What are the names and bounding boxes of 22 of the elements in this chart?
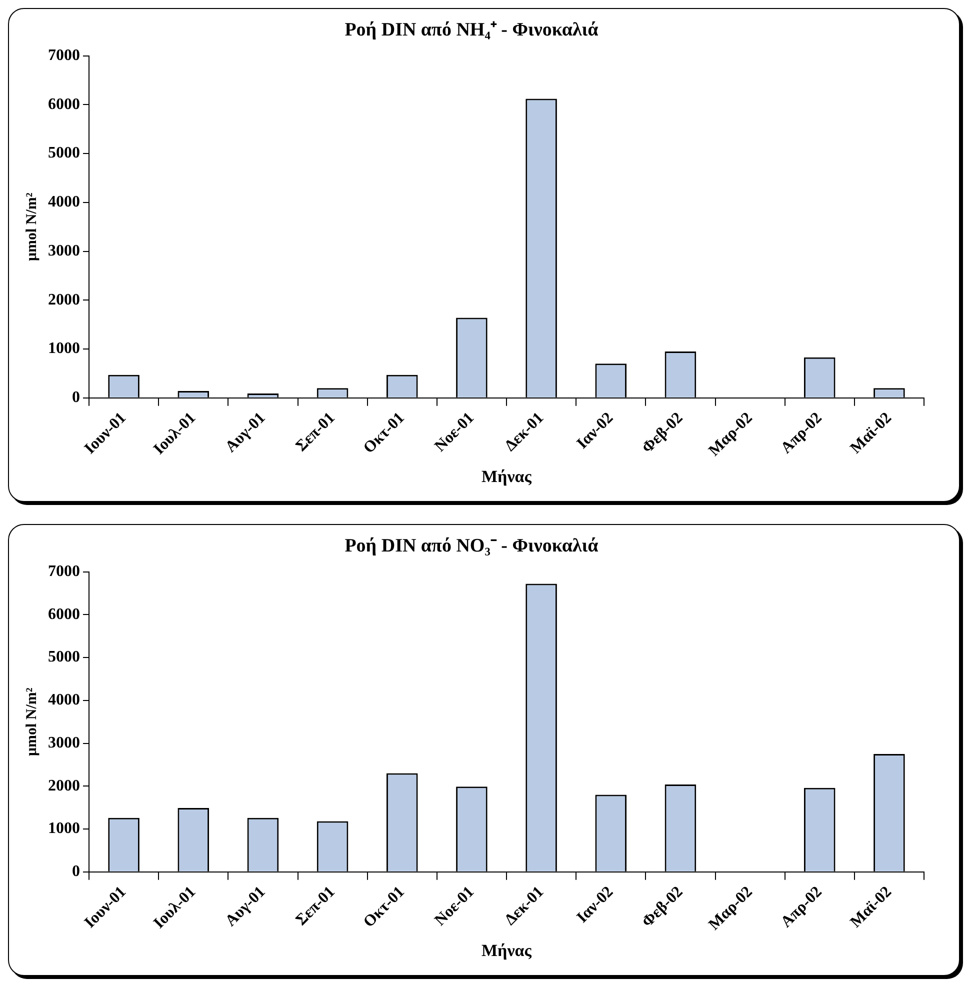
y-tick-label: 5000 [48, 144, 80, 162]
y-tick-label: 7000 [48, 46, 80, 64]
y-tick-label: 6000 [48, 96, 80, 113]
y-axis-title: μmol N/m² [24, 687, 40, 756]
y-tick-label: 4000 [48, 692, 80, 709]
y-tick-label: 4000 [48, 194, 80, 211]
y-tick-label: 3000 [48, 734, 80, 752]
y-axis-title: μmol N/m² [24, 192, 40, 262]
x-axis-title: Μήνας [482, 467, 532, 486]
y-tick-label: 3000 [48, 242, 80, 260]
y-tick-label: 0 [72, 863, 80, 880]
chart-title: Ροή DIN από NH₄⁺ - Φινοκαλιά [344, 19, 599, 40]
y-tick-label: 1000 [48, 340, 80, 358]
chart-title: Ροή DIN από NO₃⁻ - Φινοκαλιά [344, 535, 599, 556]
y-tick-label: 0 [72, 389, 80, 406]
x-axis-title: Μήνας [482, 941, 532, 960]
y-tick-label: 5000 [48, 648, 80, 666]
y-tick-label: 1000 [48, 820, 80, 838]
y-tick-label: 2000 [48, 291, 80, 308]
y-tick-label: 6000 [48, 606, 80, 623]
y-tick-label: 2000 [48, 777, 80, 794]
y-tick-label: 7000 [48, 562, 80, 580]
